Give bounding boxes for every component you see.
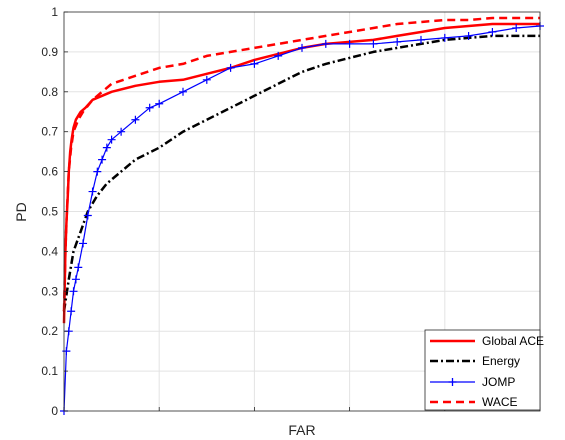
legend-label-wace: WACE [482, 395, 518, 409]
data-point-jomp [98, 155, 107, 164]
data-point-jomp [512, 23, 521, 32]
data-point-jomp [298, 43, 306, 52]
legend-box [424, 329, 541, 411]
y-axis-label: PD [13, 202, 29, 221]
y-tick-label: 0.8 [41, 85, 58, 99]
legend-item-wace: WACE [430, 395, 518, 409]
series-line-jomp [63, 25, 541, 412]
data-point-jomp [93, 167, 102, 176]
legend-label-jomp: JOMP [482, 375, 515, 389]
grid [64, 12, 540, 411]
data-point-jomp [464, 31, 473, 40]
data-point-jomp [250, 59, 259, 68]
data-point-jomp [345, 39, 354, 48]
data-point-jomp [488, 27, 497, 36]
legend-marker-jomp [448, 378, 457, 386]
data-point-jomp [107, 135, 116, 144]
data-point-jomp [393, 37, 402, 46]
y-tick-label: 0.4 [41, 244, 58, 258]
legend-label-energy: Energy [482, 354, 520, 368]
x-axis-label: FAR [288, 422, 315, 438]
data-point-jomp [131, 115, 140, 124]
series-line-wace [62, 16, 540, 312]
y-tick-label: 1 [51, 5, 58, 19]
series-wace [62, 16, 540, 312]
data-point-jomp [145, 103, 154, 112]
data-point-jomp [179, 87, 187, 96]
y-tick-label: 0.2 [41, 324, 58, 338]
data-point-jomp [83, 211, 92, 220]
y-tick-label: 0.6 [41, 165, 58, 179]
legend-item-global-ace: Global ACE [430, 334, 544, 348]
y-tick-label: 0.5 [41, 205, 58, 219]
data-point-jomp [321, 39, 330, 48]
data-point-jomp [102, 143, 111, 152]
legend-item-energy: Energy [430, 354, 520, 368]
y-tick-label: 0.9 [41, 45, 58, 59]
y-tick-label: 0 [51, 404, 58, 418]
data-point-jomp [274, 51, 283, 60]
data-point-jomp [202, 75, 211, 84]
y-tick-label: 0.7 [41, 125, 58, 139]
data-point-jomp [69, 287, 78, 296]
legend-label-global-ace: Global ACE [482, 334, 544, 348]
data-point-jomp [440, 33, 449, 42]
data-point-jomp [67, 307, 76, 316]
data-point-jomp [155, 99, 164, 108]
data-point-jomp [117, 127, 126, 136]
legend: Global ACE Energy JOMP WACE [424, 329, 544, 411]
legend-item-jomp: JOMP [430, 375, 515, 389]
y-tick-label: 0.1 [41, 364, 58, 378]
data-point-jomp [369, 39, 378, 48]
data-point-jomp [226, 63, 235, 72]
data-point-jomp [417, 35, 425, 44]
data-point-jomp [88, 187, 97, 196]
data-point-jomp [74, 263, 83, 272]
data-point-jomp [71, 275, 80, 284]
data-point-jomp [79, 239, 88, 248]
y-tick-label: 0.3 [41, 284, 58, 298]
